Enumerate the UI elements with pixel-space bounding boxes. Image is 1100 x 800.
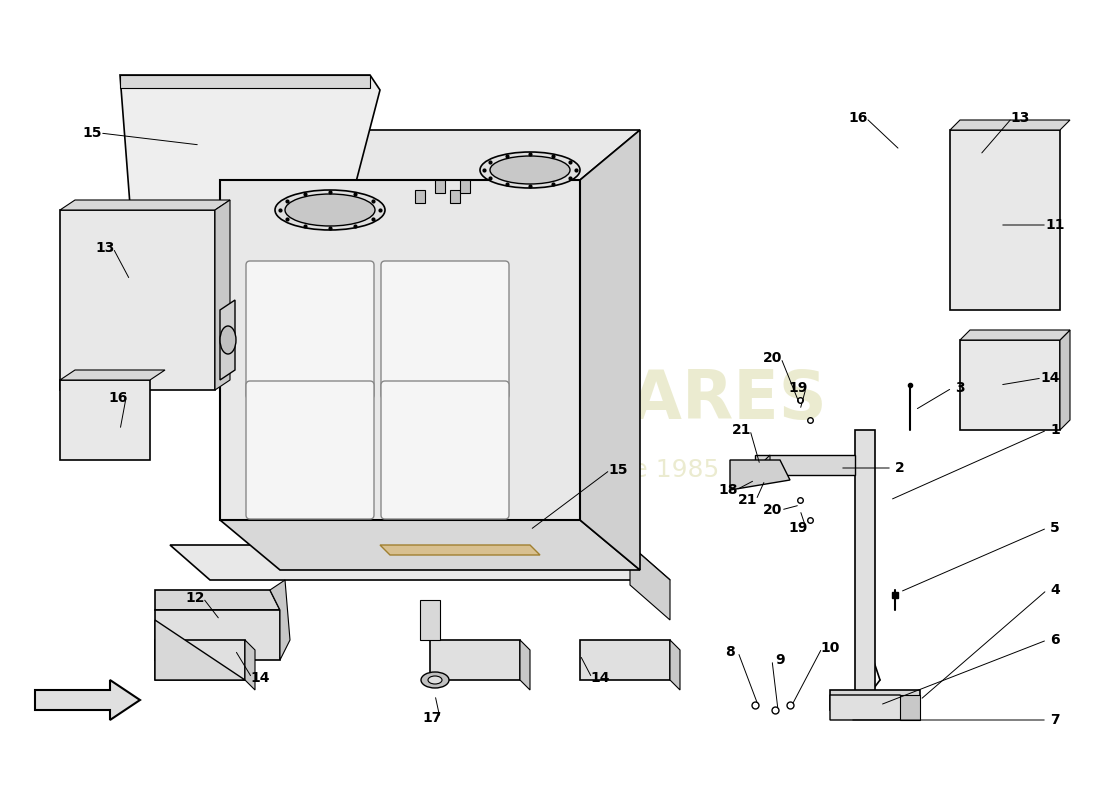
Polygon shape bbox=[755, 455, 770, 475]
Polygon shape bbox=[950, 130, 1060, 310]
Polygon shape bbox=[730, 460, 790, 490]
Text: 7: 7 bbox=[1050, 713, 1059, 727]
Polygon shape bbox=[830, 695, 920, 720]
Ellipse shape bbox=[220, 326, 236, 354]
Polygon shape bbox=[960, 330, 1070, 340]
Polygon shape bbox=[170, 545, 670, 580]
Polygon shape bbox=[60, 210, 215, 390]
Polygon shape bbox=[434, 180, 446, 193]
Polygon shape bbox=[670, 640, 680, 690]
Polygon shape bbox=[630, 545, 670, 620]
Text: 4: 4 bbox=[1050, 583, 1060, 597]
Polygon shape bbox=[960, 340, 1060, 430]
Polygon shape bbox=[379, 545, 540, 555]
Text: a passion for parts since 1985: a passion for parts since 1985 bbox=[341, 458, 719, 482]
Text: 20: 20 bbox=[763, 503, 783, 517]
Text: 13: 13 bbox=[96, 241, 114, 255]
Polygon shape bbox=[580, 640, 670, 680]
Polygon shape bbox=[450, 190, 460, 203]
Text: 21: 21 bbox=[738, 493, 758, 507]
FancyBboxPatch shape bbox=[246, 261, 374, 399]
Polygon shape bbox=[35, 680, 140, 720]
Ellipse shape bbox=[275, 190, 385, 230]
Polygon shape bbox=[855, 430, 875, 700]
Polygon shape bbox=[950, 120, 1070, 130]
Text: 5: 5 bbox=[1050, 521, 1060, 535]
Polygon shape bbox=[1060, 330, 1070, 430]
Text: 8: 8 bbox=[725, 645, 735, 659]
FancyBboxPatch shape bbox=[246, 381, 374, 519]
Polygon shape bbox=[220, 300, 235, 380]
Polygon shape bbox=[580, 130, 640, 570]
Text: EUROSPARES: EUROSPARES bbox=[332, 367, 827, 433]
Ellipse shape bbox=[421, 672, 449, 688]
Text: 19: 19 bbox=[789, 521, 807, 535]
Polygon shape bbox=[214, 200, 230, 390]
Text: 17: 17 bbox=[422, 711, 442, 725]
Polygon shape bbox=[755, 455, 855, 475]
Ellipse shape bbox=[490, 156, 570, 184]
Polygon shape bbox=[220, 520, 640, 570]
Text: 21: 21 bbox=[733, 423, 751, 437]
Polygon shape bbox=[415, 190, 425, 203]
Polygon shape bbox=[220, 130, 640, 180]
Polygon shape bbox=[155, 640, 245, 680]
Polygon shape bbox=[830, 690, 920, 710]
Text: 1: 1 bbox=[1050, 423, 1060, 437]
Text: 6: 6 bbox=[1050, 633, 1059, 647]
Polygon shape bbox=[520, 640, 530, 690]
Text: 9: 9 bbox=[776, 653, 784, 667]
Polygon shape bbox=[460, 180, 470, 193]
Text: 3: 3 bbox=[955, 381, 965, 395]
Text: 16: 16 bbox=[108, 391, 128, 405]
Polygon shape bbox=[420, 600, 440, 640]
Polygon shape bbox=[155, 620, 245, 680]
Polygon shape bbox=[155, 610, 280, 660]
Polygon shape bbox=[60, 200, 230, 210]
Polygon shape bbox=[430, 640, 520, 680]
Text: 14: 14 bbox=[251, 671, 270, 685]
Text: 11: 11 bbox=[1045, 218, 1065, 232]
FancyBboxPatch shape bbox=[381, 381, 509, 519]
Text: 19: 19 bbox=[789, 381, 807, 395]
Text: 16: 16 bbox=[848, 111, 868, 125]
Text: 20: 20 bbox=[763, 351, 783, 365]
Polygon shape bbox=[245, 640, 255, 690]
Text: 10: 10 bbox=[821, 641, 839, 655]
Text: 2: 2 bbox=[895, 461, 905, 475]
FancyBboxPatch shape bbox=[381, 261, 509, 399]
Text: 12: 12 bbox=[185, 591, 205, 605]
Text: 14: 14 bbox=[591, 671, 609, 685]
Text: 15: 15 bbox=[608, 463, 628, 477]
Text: 14: 14 bbox=[1041, 371, 1059, 385]
Polygon shape bbox=[900, 695, 920, 720]
Polygon shape bbox=[220, 180, 580, 520]
Text: 15: 15 bbox=[82, 126, 101, 140]
Polygon shape bbox=[270, 580, 290, 660]
Text: 13: 13 bbox=[1010, 111, 1030, 125]
Polygon shape bbox=[60, 380, 150, 460]
Polygon shape bbox=[120, 75, 380, 205]
Ellipse shape bbox=[428, 676, 442, 684]
Polygon shape bbox=[120, 75, 370, 88]
Polygon shape bbox=[60, 370, 165, 380]
Polygon shape bbox=[155, 590, 280, 610]
Ellipse shape bbox=[285, 194, 375, 226]
Ellipse shape bbox=[480, 152, 580, 188]
Text: 18: 18 bbox=[718, 483, 738, 497]
